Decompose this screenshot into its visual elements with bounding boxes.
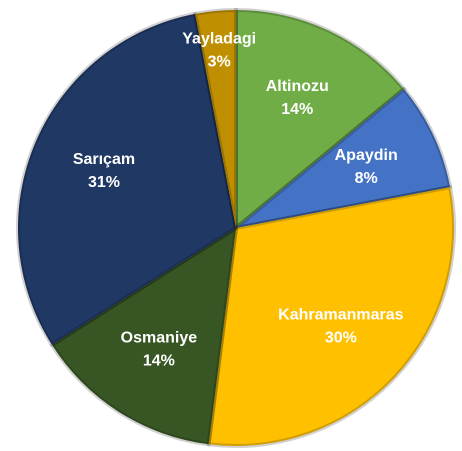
slice-value-label: 30%: [325, 330, 357, 347]
slice-label: Sarıçam: [73, 151, 135, 168]
pie-slice: [206, 185, 456, 448]
pie-slice: [49, 226, 238, 447]
pie-slice: [234, 8, 406, 230]
slice-label: Kahramanmaras: [278, 307, 404, 324]
slice-value-label: 8%: [355, 170, 378, 187]
pie-slice: [193, 8, 238, 230]
slice-value-label: 31%: [88, 174, 120, 191]
slice-label: Yayladagi: [182, 30, 256, 47]
pie-slice: [16, 11, 238, 347]
slice-label: Altinozu: [266, 78, 329, 95]
slice-value-label: 14%: [281, 101, 313, 118]
pie-slice: [234, 87, 453, 230]
slice-value-label: 14%: [143, 353, 175, 370]
slice-label: Osmaniye: [121, 330, 198, 347]
slice-label: Apaydin: [335, 147, 398, 164]
slice-value-label: 3%: [208, 53, 231, 70]
